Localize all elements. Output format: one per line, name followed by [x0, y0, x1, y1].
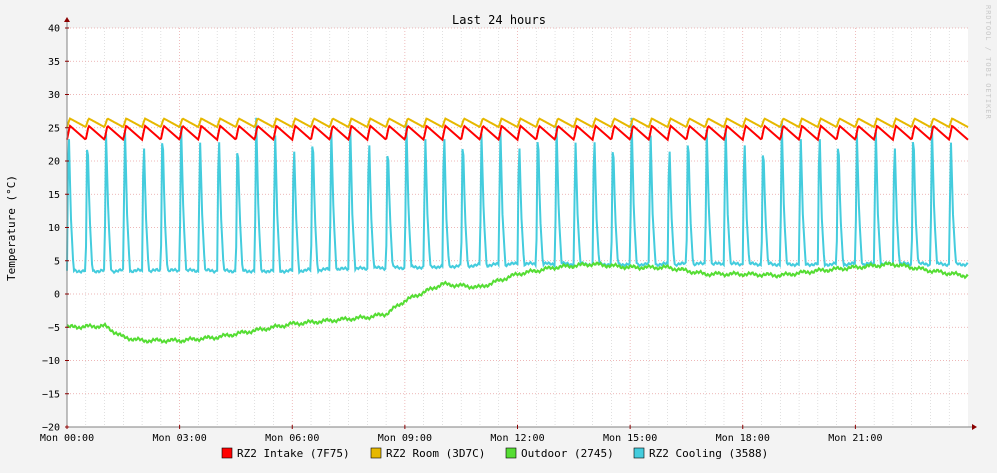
y-tick-label: 25 [48, 123, 60, 134]
legend-swatch [370, 447, 382, 459]
y-tick-label: −5 [48, 323, 60, 334]
x-tick-label: Mon 15:00 [603, 433, 657, 444]
y-tick-label: 35 [48, 57, 60, 68]
y-tick-label: −15 [42, 389, 60, 400]
x-axis-arrow [972, 424, 977, 430]
x-tick-label: Mon 00:00 [40, 433, 94, 444]
y-axis-label: Temperature (°C) [5, 175, 18, 281]
legend-label: Outdoor (2745) [521, 447, 614, 460]
y-tick-label: 0 [54, 290, 60, 301]
x-tick-label: Mon 12:00 [490, 433, 544, 444]
series-line [66, 124, 969, 142]
legend: RZ2 Intake (7F75) RZ2 Room (3D7C) Outdoor … [221, 447, 768, 460]
series-line [66, 261, 969, 345]
y-tick-label: 40 [48, 24, 60, 35]
series-line [66, 117, 969, 275]
x-tick-label: Mon 21:00 [828, 433, 882, 444]
series-line [66, 117, 969, 129]
y-tick-label: 5 [54, 256, 60, 267]
legend-swatch [633, 447, 645, 459]
y-tick-label: 10 [48, 223, 60, 234]
y-tick-label: 15 [48, 190, 60, 201]
watermark: RRDTOOL / TOBI OETIKER [984, 5, 992, 120]
y-tick-label: 20 [48, 157, 60, 168]
legend-swatch [221, 447, 233, 459]
x-tick-label: Mon 06:00 [265, 433, 319, 444]
chart-title: Last 24 hours [452, 13, 546, 27]
y-tick-label: −10 [42, 356, 60, 367]
y-tick-label: −20 [42, 423, 60, 434]
series-group [66, 117, 969, 345]
legend-label: RZ2 Intake (7F75) [237, 447, 350, 460]
x-tick-label: Mon 09:00 [378, 433, 432, 444]
legend-label: RZ2 Room (3D7C) [386, 447, 485, 460]
legend-swatch [505, 447, 517, 459]
legend-label: RZ2 Cooling (3588) [649, 447, 768, 460]
y-axis-arrow [64, 17, 70, 22]
y-tick-label: 30 [48, 90, 60, 101]
x-tick-label: Mon 18:00 [716, 433, 770, 444]
x-tick-label: Mon 03:00 [153, 433, 207, 444]
